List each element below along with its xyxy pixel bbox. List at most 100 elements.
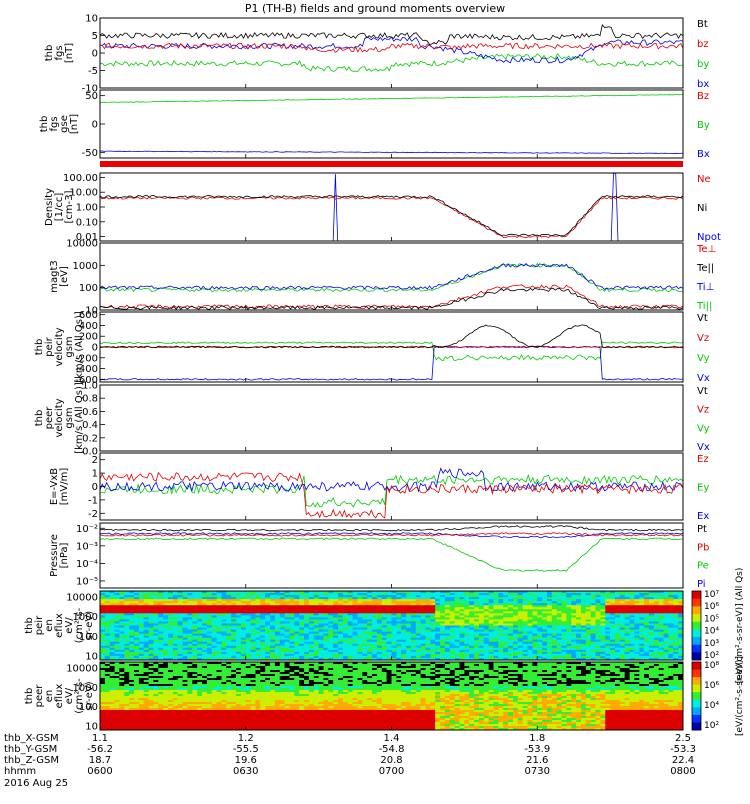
y-tick-label: 10000	[66, 239, 98, 250]
colorbar-tick: 10⁵	[704, 614, 719, 624]
colorbar-band	[692, 685, 701, 693]
y-tick-label: 10000	[66, 663, 98, 674]
legend-Npot: Npot	[697, 232, 721, 243]
y-tick-label: -5	[88, 66, 98, 77]
panel-frame	[100, 243, 683, 310]
series-blue	[100, 346, 683, 380]
y-tick-label: 10	[85, 14, 98, 25]
series-green	[100, 475, 683, 507]
ylabel-line: [eV]	[59, 266, 70, 287]
xaxis-value: 1.8	[529, 733, 545, 744]
legend-Ni: Ni	[697, 203, 707, 214]
legend-Vt: Vt	[697, 386, 708, 397]
y-tick-label: -400	[75, 364, 98, 375]
xaxis-value: 18.7	[89, 755, 111, 766]
panel-frame	[100, 523, 683, 588]
panel-ylabel: Pressure[nPa]	[49, 534, 70, 577]
y-tick-label: 0	[92, 49, 98, 60]
y-tick-label: 1000	[73, 261, 98, 272]
colorbar-band	[692, 722, 701, 730]
legend-Vz: Vz	[697, 405, 709, 416]
series-green	[100, 538, 683, 571]
panel-ylabel: thbfgs[nT]	[44, 43, 75, 63]
xaxis-row-label: thb_Z-GSM	[4, 755, 59, 766]
legend-Bx: Bx	[697, 149, 710, 160]
legend-bz: bz	[697, 39, 709, 50]
legend-Bt: Bt	[697, 19, 708, 30]
legend-Vx: Vx	[697, 373, 710, 384]
colorbar-band	[692, 629, 701, 637]
ylabel-line: [nT]	[64, 43, 75, 63]
colorbar-band	[692, 670, 701, 678]
y-tick-label: 0	[92, 343, 98, 354]
y-tick-label: 5	[92, 31, 98, 42]
y-tick-label: 1.0	[82, 381, 98, 392]
y-tick-label: 10.00	[69, 188, 98, 199]
y-tick-label: 400	[79, 321, 98, 332]
y-tick-label: 10	[85, 722, 98, 733]
xaxis-value: -53.9	[524, 744, 550, 755]
legend-Pb: Pb	[697, 542, 709, 553]
colorbar-tick: 10³	[704, 639, 719, 649]
colorbar-tick: 10⁴	[704, 627, 719, 637]
y-tick-label: 50	[85, 91, 98, 102]
xaxis-value: 2.5	[675, 733, 691, 744]
series-blue	[100, 533, 683, 538]
y-tick-label: -200	[75, 353, 98, 364]
legend-Pi: Pi	[697, 579, 706, 590]
series-blue	[100, 151, 683, 154]
panel-density: Density[1/cc][cm-3]100.0010.001.000.100.…	[44, 173, 721, 243]
legend-Pt: Pt	[697, 524, 707, 535]
y-tick-label: 10000	[66, 592, 98, 603]
ylabel-line: [mV/m]	[59, 468, 70, 506]
legend-By: By	[697, 120, 710, 131]
xaxis-value: 1.1	[92, 733, 108, 744]
panel-frame	[100, 385, 683, 451]
y-tick-label: 0.4	[82, 420, 98, 431]
legend-Te⊥: Te⊥	[696, 244, 716, 255]
series-black	[100, 195, 683, 236]
series-blue	[100, 37, 683, 63]
y-tick-label: 600	[79, 310, 98, 321]
separator-bar	[100, 161, 683, 167]
xaxis-value: 21.6	[526, 755, 548, 766]
y-tick-label: -50	[82, 148, 98, 159]
ylabel-line: [nT]	[69, 114, 80, 134]
y-tick-label: 100	[79, 632, 98, 643]
xaxis-value: 1.2	[238, 733, 254, 744]
colorbar-tick: 10⁸	[704, 661, 719, 671]
y-tick-label: 0.10	[76, 217, 98, 228]
panel-ylabel: E=-VxB[mV/m]	[49, 468, 70, 506]
colorbar-band	[692, 692, 701, 700]
colorbar-band	[692, 591, 701, 599]
colorbar-label: [eV/(cm²-s-sr-eV)]	[735, 656, 745, 736]
panel-ylabel: thbfgsgse[nT]	[39, 114, 80, 134]
y-tick-label: -2	[88, 509, 98, 520]
colorbar-tick: 10⁶	[704, 602, 719, 612]
plot-title: P1 (TH-B) fields and ground moments over…	[245, 2, 505, 15]
series-black	[100, 325, 683, 348]
xaxis-value: 0630	[233, 766, 258, 777]
colorbar-tick: 10⁴	[704, 701, 719, 711]
colorbar-band	[692, 715, 701, 723]
legend-Pe: Pe	[697, 561, 709, 572]
spectrogram-cells	[100, 591, 684, 661]
colorbar-tick: 10²	[704, 651, 719, 661]
xaxis-value: -54.8	[379, 744, 405, 755]
colorbar-band	[692, 637, 701, 645]
legend-Ex: Ex	[697, 511, 709, 522]
xaxis-value: -56.2	[87, 744, 113, 755]
y-tick-label: 0.6	[82, 407, 98, 418]
y-tick-label: 10⁻³	[76, 541, 98, 552]
xaxis-value: 19.6	[235, 755, 257, 766]
series-green	[100, 342, 683, 361]
colorbar-tick: 10⁶	[704, 681, 719, 691]
series-blue	[100, 173, 683, 241]
legend-Vt: Vt	[697, 313, 708, 324]
xaxis-value: 0730	[525, 766, 550, 777]
